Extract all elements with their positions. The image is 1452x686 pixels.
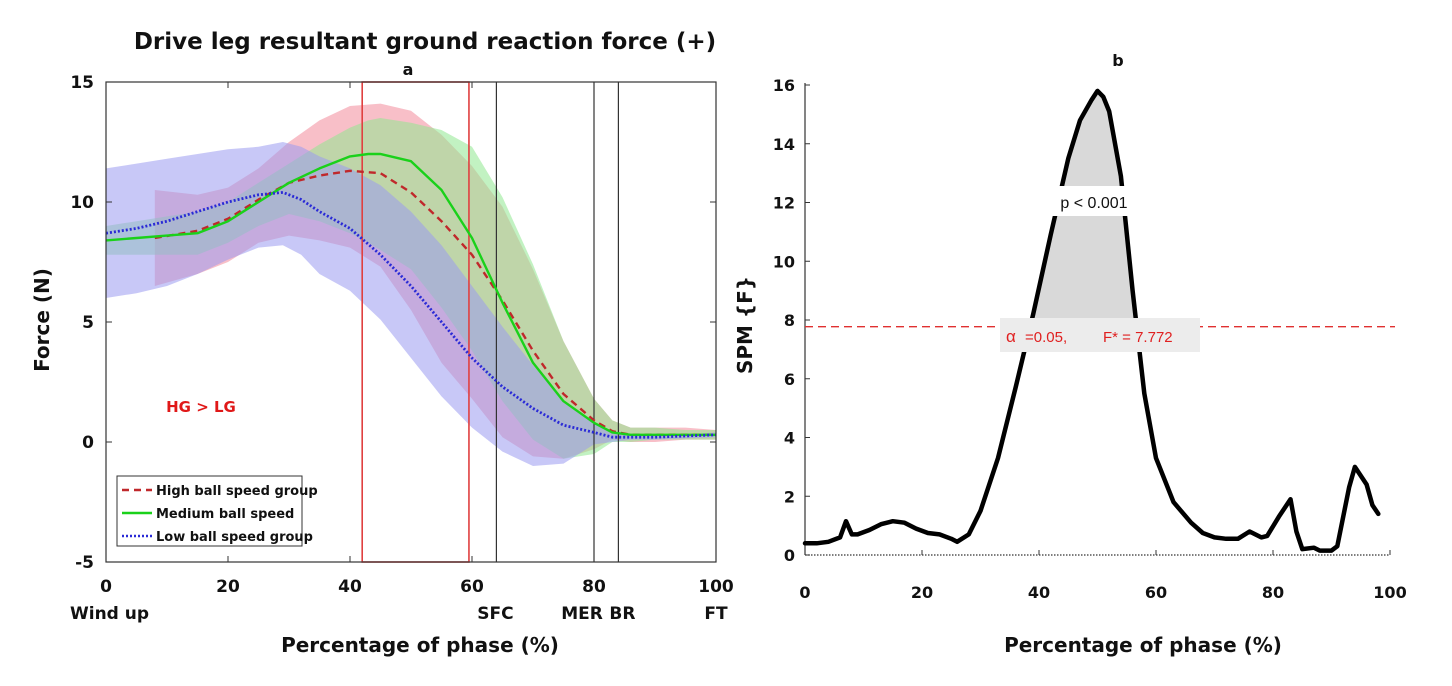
x-tick-label: 60 (460, 577, 484, 597)
x-tick-label: 0 (100, 577, 112, 597)
y-tick-label: 0 (784, 546, 795, 565)
y-tick-label: 6 (784, 370, 795, 389)
p-value-box (1050, 186, 1138, 216)
threshold-label-box (1000, 318, 1200, 352)
panel-a-label: a (403, 60, 414, 79)
phase-label-wind-up: Wind up (70, 604, 149, 624)
x-tick-label: 80 (582, 577, 606, 597)
legend-label-2: Medium ball speed (156, 507, 294, 522)
x-tick-label: 100 (1373, 583, 1406, 602)
spm-curve (802, 88, 1381, 553)
significance-annotation: HG > LG (166, 398, 236, 416)
x-tick-label: 20 (911, 583, 933, 602)
x-tick-label: 100 (698, 577, 734, 597)
panel-a-ticks: 0 20 40 60 80 100 -5 0 5 10 15 Wind up SFC MER BR FT (70, 73, 734, 624)
panel-a-x-axis-label: Percentage of phase (%) (281, 633, 559, 657)
panel-b: b 0 20 40 60 80 100 0 2 4 6 8 10 12 14 16 p < 0.001 α =0… (733, 51, 1407, 657)
y-tick-label: 4 (784, 429, 795, 448)
y-tick-label: 8 (784, 311, 795, 330)
x-tick-label: 20 (216, 577, 240, 597)
panel-b-ticks: 0 20 40 60 80 100 0 2 4 6 8 10 12 14 16 (773, 76, 1407, 602)
critical-f-value: F* = 7.772 (1103, 329, 1173, 346)
panel-a-title: Drive leg resultant ground reaction forc… (134, 29, 716, 55)
y-tick-label: 2 (784, 487, 795, 506)
panel-b-y-axis-label: SPM {F} (733, 276, 757, 374)
panel-a: Drive leg resultant ground reaction forc… (30, 29, 734, 657)
legend-label-1: High ball speed group (156, 484, 318, 499)
legend-box (116, 475, 303, 547)
line-series-2 (105, 152, 716, 436)
p-value-text: p < 0.001 (1060, 195, 1127, 212)
y-tick-label: 15 (70, 73, 94, 93)
x-tick-label: 0 (799, 583, 810, 602)
panel-a-legend: High ball speed group Medium ball speed Lo… (116, 475, 318, 547)
legend-label-3: Low ball speed group (156, 530, 313, 545)
y-tick-label: 5 (82, 313, 94, 333)
panel-b-annotations: p < 0.001 α =0.05, F* = 7.772 (1000, 186, 1200, 352)
x-tick-label: 40 (1028, 583, 1050, 602)
panel-b-axes (804, 83, 1395, 556)
y-tick-label: 14 (773, 135, 795, 154)
panel-b-label: b (1112, 51, 1123, 70)
phase-label-ft: FT (704, 604, 728, 624)
y-tick-label: 10 (773, 252, 795, 271)
panel-b-lines (802, 88, 1381, 553)
panel-b-x-axis-label: Percentage of phase (%) (1004, 633, 1282, 657)
x-tick-label: 40 (338, 577, 362, 597)
phase-label-mer: MER (561, 604, 603, 624)
band-series-3 (106, 142, 716, 466)
alpha-value: =0.05, (1025, 329, 1067, 346)
panel-a-plot-frame (105, 81, 717, 563)
alpha-symbol: α (1006, 327, 1016, 346)
y-tick-label: 12 (773, 194, 795, 213)
y-tick-label: -5 (75, 553, 94, 573)
phase-label-sfc: SFC (477, 604, 513, 624)
y-tick-label: 0 (82, 433, 94, 453)
y-tick-label: 10 (70, 193, 94, 213)
x-tick-label: 80 (1262, 583, 1284, 602)
phase-label-br: BR (609, 604, 635, 624)
x-tick-label: 60 (1145, 583, 1167, 602)
y-tick-label: 16 (773, 76, 795, 95)
panel-a-y-axis-label: Force (N) (30, 268, 54, 372)
panel-a-lines (105, 152, 717, 439)
